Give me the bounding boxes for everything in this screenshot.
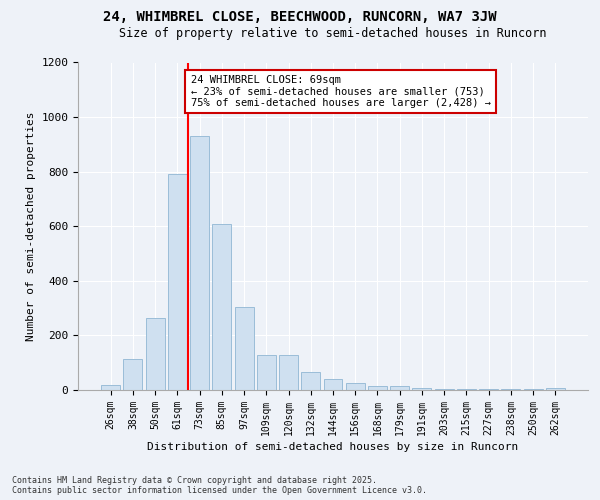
Bar xyxy=(301,372,320,390)
Bar xyxy=(124,358,142,390)
Bar xyxy=(190,136,209,390)
Bar xyxy=(101,384,120,390)
Bar xyxy=(479,388,498,390)
Bar xyxy=(323,379,343,390)
Bar xyxy=(346,383,365,390)
Text: Contains HM Land Registry data © Crown copyright and database right 2025.
Contai: Contains HM Land Registry data © Crown c… xyxy=(12,476,427,495)
Bar xyxy=(390,386,409,390)
Bar xyxy=(168,174,187,390)
Text: 24, WHIMBREL CLOSE, BEECHWOOD, RUNCORN, WA7 3JW: 24, WHIMBREL CLOSE, BEECHWOOD, RUNCORN, … xyxy=(103,10,497,24)
Y-axis label: Number of semi-detached properties: Number of semi-detached properties xyxy=(26,112,36,341)
Bar xyxy=(279,354,298,390)
Bar xyxy=(368,386,387,390)
Bar xyxy=(257,354,276,390)
Title: Size of property relative to semi-detached houses in Runcorn: Size of property relative to semi-detach… xyxy=(119,28,547,40)
Bar xyxy=(435,388,454,390)
Bar xyxy=(546,388,565,390)
Bar xyxy=(212,224,231,390)
Bar xyxy=(146,318,164,390)
Text: 24 WHIMBREL CLOSE: 69sqm
← 23% of semi-detached houses are smaller (753)
75% of : 24 WHIMBREL CLOSE: 69sqm ← 23% of semi-d… xyxy=(191,75,491,108)
Bar xyxy=(457,388,476,390)
Bar xyxy=(412,388,431,390)
X-axis label: Distribution of semi-detached houses by size in Runcorn: Distribution of semi-detached houses by … xyxy=(148,442,518,452)
Bar xyxy=(235,307,254,390)
